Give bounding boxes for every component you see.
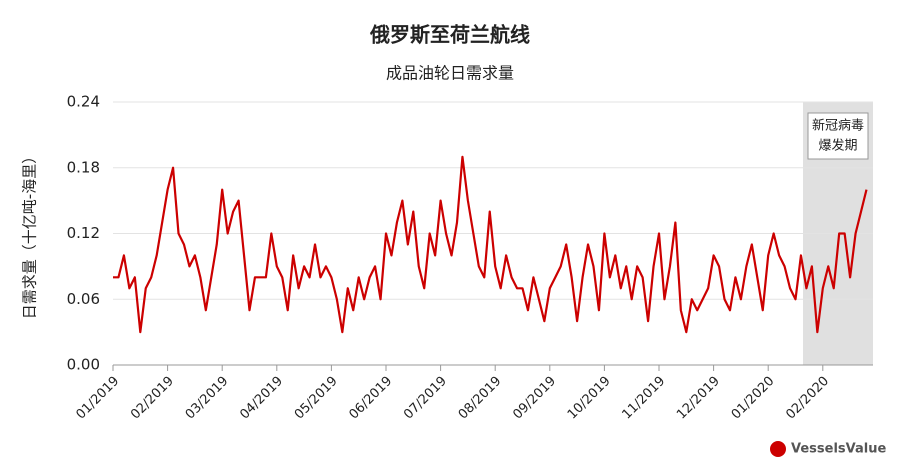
y-tick-label: 0.00 [67, 356, 100, 374]
brand-logo [770, 441, 786, 457]
y-tick-label: 0.12 [67, 224, 100, 242]
x-tick-label: 01/2019 [74, 374, 123, 423]
x-tick-label: 02/2020 [783, 374, 832, 423]
x-tick-label: 05/2019 [292, 374, 341, 423]
x-tick-label: 03/2019 [183, 374, 232, 423]
annotation: 爆发期 [818, 138, 857, 154]
data-line [113, 155, 868, 334]
x-tick-label: 12/2019 [674, 374, 723, 423]
annotation: 新冠病毒 [812, 118, 864, 134]
x-tick-label: 08/2019 [456, 374, 505, 423]
x-tick-label: 10/2019 [565, 374, 614, 423]
x-tick-label: 09/2019 [510, 374, 559, 423]
x-tick-label: 11/2019 [620, 374, 669, 423]
chart-title: 俄罗斯至荷兰航线 [369, 23, 530, 47]
y-tick-label: 0.24 [67, 93, 100, 111]
y-tick-label: 0.06 [67, 290, 100, 308]
chart-subtitle: 成品油轮日需求量 [386, 64, 514, 83]
brand: VesselsValue [791, 442, 886, 457]
x-tick-label: 07/2019 [401, 374, 450, 423]
y-axis-label: 日需求量（十亿吨-海里） [21, 149, 39, 319]
x-tick-label: 04/2019 [237, 374, 286, 423]
x-tick-label: 06/2019 [347, 374, 396, 423]
y-tick-label: 0.18 [67, 158, 100, 176]
x-tick-label: 01/2020 [729, 374, 778, 423]
annotation-box [807, 112, 869, 160]
x-tick-label: 02/2019 [128, 374, 177, 423]
